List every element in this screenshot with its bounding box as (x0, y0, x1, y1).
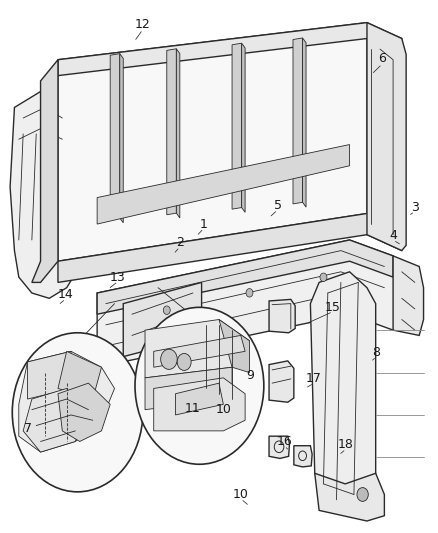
Circle shape (357, 488, 368, 502)
Polygon shape (393, 256, 424, 335)
Text: 14: 14 (58, 288, 74, 301)
Polygon shape (58, 214, 402, 282)
Polygon shape (311, 272, 376, 505)
Circle shape (246, 288, 253, 297)
Polygon shape (32, 60, 58, 282)
Text: 3: 3 (411, 200, 419, 214)
Circle shape (12, 333, 143, 492)
Polygon shape (154, 378, 245, 431)
Text: 12: 12 (135, 18, 151, 31)
Polygon shape (242, 43, 245, 212)
Text: 17: 17 (306, 373, 322, 385)
Text: 16: 16 (276, 435, 292, 448)
Polygon shape (123, 282, 201, 357)
Text: 9: 9 (247, 369, 254, 382)
Polygon shape (28, 351, 71, 399)
Text: 8: 8 (373, 346, 381, 359)
Polygon shape (154, 335, 245, 367)
Polygon shape (367, 22, 406, 251)
Polygon shape (58, 351, 102, 399)
Circle shape (163, 306, 170, 314)
Polygon shape (58, 383, 110, 441)
Polygon shape (294, 446, 312, 467)
Polygon shape (145, 319, 250, 378)
Polygon shape (232, 43, 242, 209)
Text: 10: 10 (215, 403, 231, 416)
Circle shape (177, 353, 191, 370)
Polygon shape (97, 240, 402, 367)
Text: 6: 6 (378, 52, 386, 65)
Text: 13: 13 (110, 271, 126, 284)
Text: 10: 10 (233, 488, 249, 501)
Polygon shape (97, 240, 393, 314)
Polygon shape (19, 351, 115, 452)
Polygon shape (167, 49, 177, 215)
Polygon shape (120, 54, 123, 223)
Polygon shape (110, 54, 120, 220)
Polygon shape (58, 22, 402, 76)
Circle shape (161, 349, 177, 369)
Circle shape (135, 308, 264, 464)
Polygon shape (219, 319, 250, 373)
Text: 7: 7 (25, 422, 32, 435)
Polygon shape (176, 383, 223, 415)
Polygon shape (269, 436, 290, 458)
Polygon shape (23, 389, 84, 452)
Text: 18: 18 (338, 438, 354, 451)
Polygon shape (269, 300, 295, 333)
Polygon shape (145, 367, 232, 410)
Polygon shape (177, 49, 180, 218)
Polygon shape (10, 92, 80, 298)
Text: 15: 15 (325, 301, 341, 314)
Text: 5: 5 (274, 199, 282, 212)
Polygon shape (58, 22, 367, 261)
Circle shape (320, 273, 327, 281)
Polygon shape (315, 473, 385, 521)
Polygon shape (269, 361, 294, 402)
Text: 11: 11 (185, 402, 201, 415)
Polygon shape (293, 38, 303, 204)
Polygon shape (97, 144, 350, 224)
Text: 2: 2 (176, 236, 184, 249)
Text: 4: 4 (389, 229, 397, 242)
Polygon shape (303, 38, 306, 207)
Text: 1: 1 (200, 217, 208, 231)
